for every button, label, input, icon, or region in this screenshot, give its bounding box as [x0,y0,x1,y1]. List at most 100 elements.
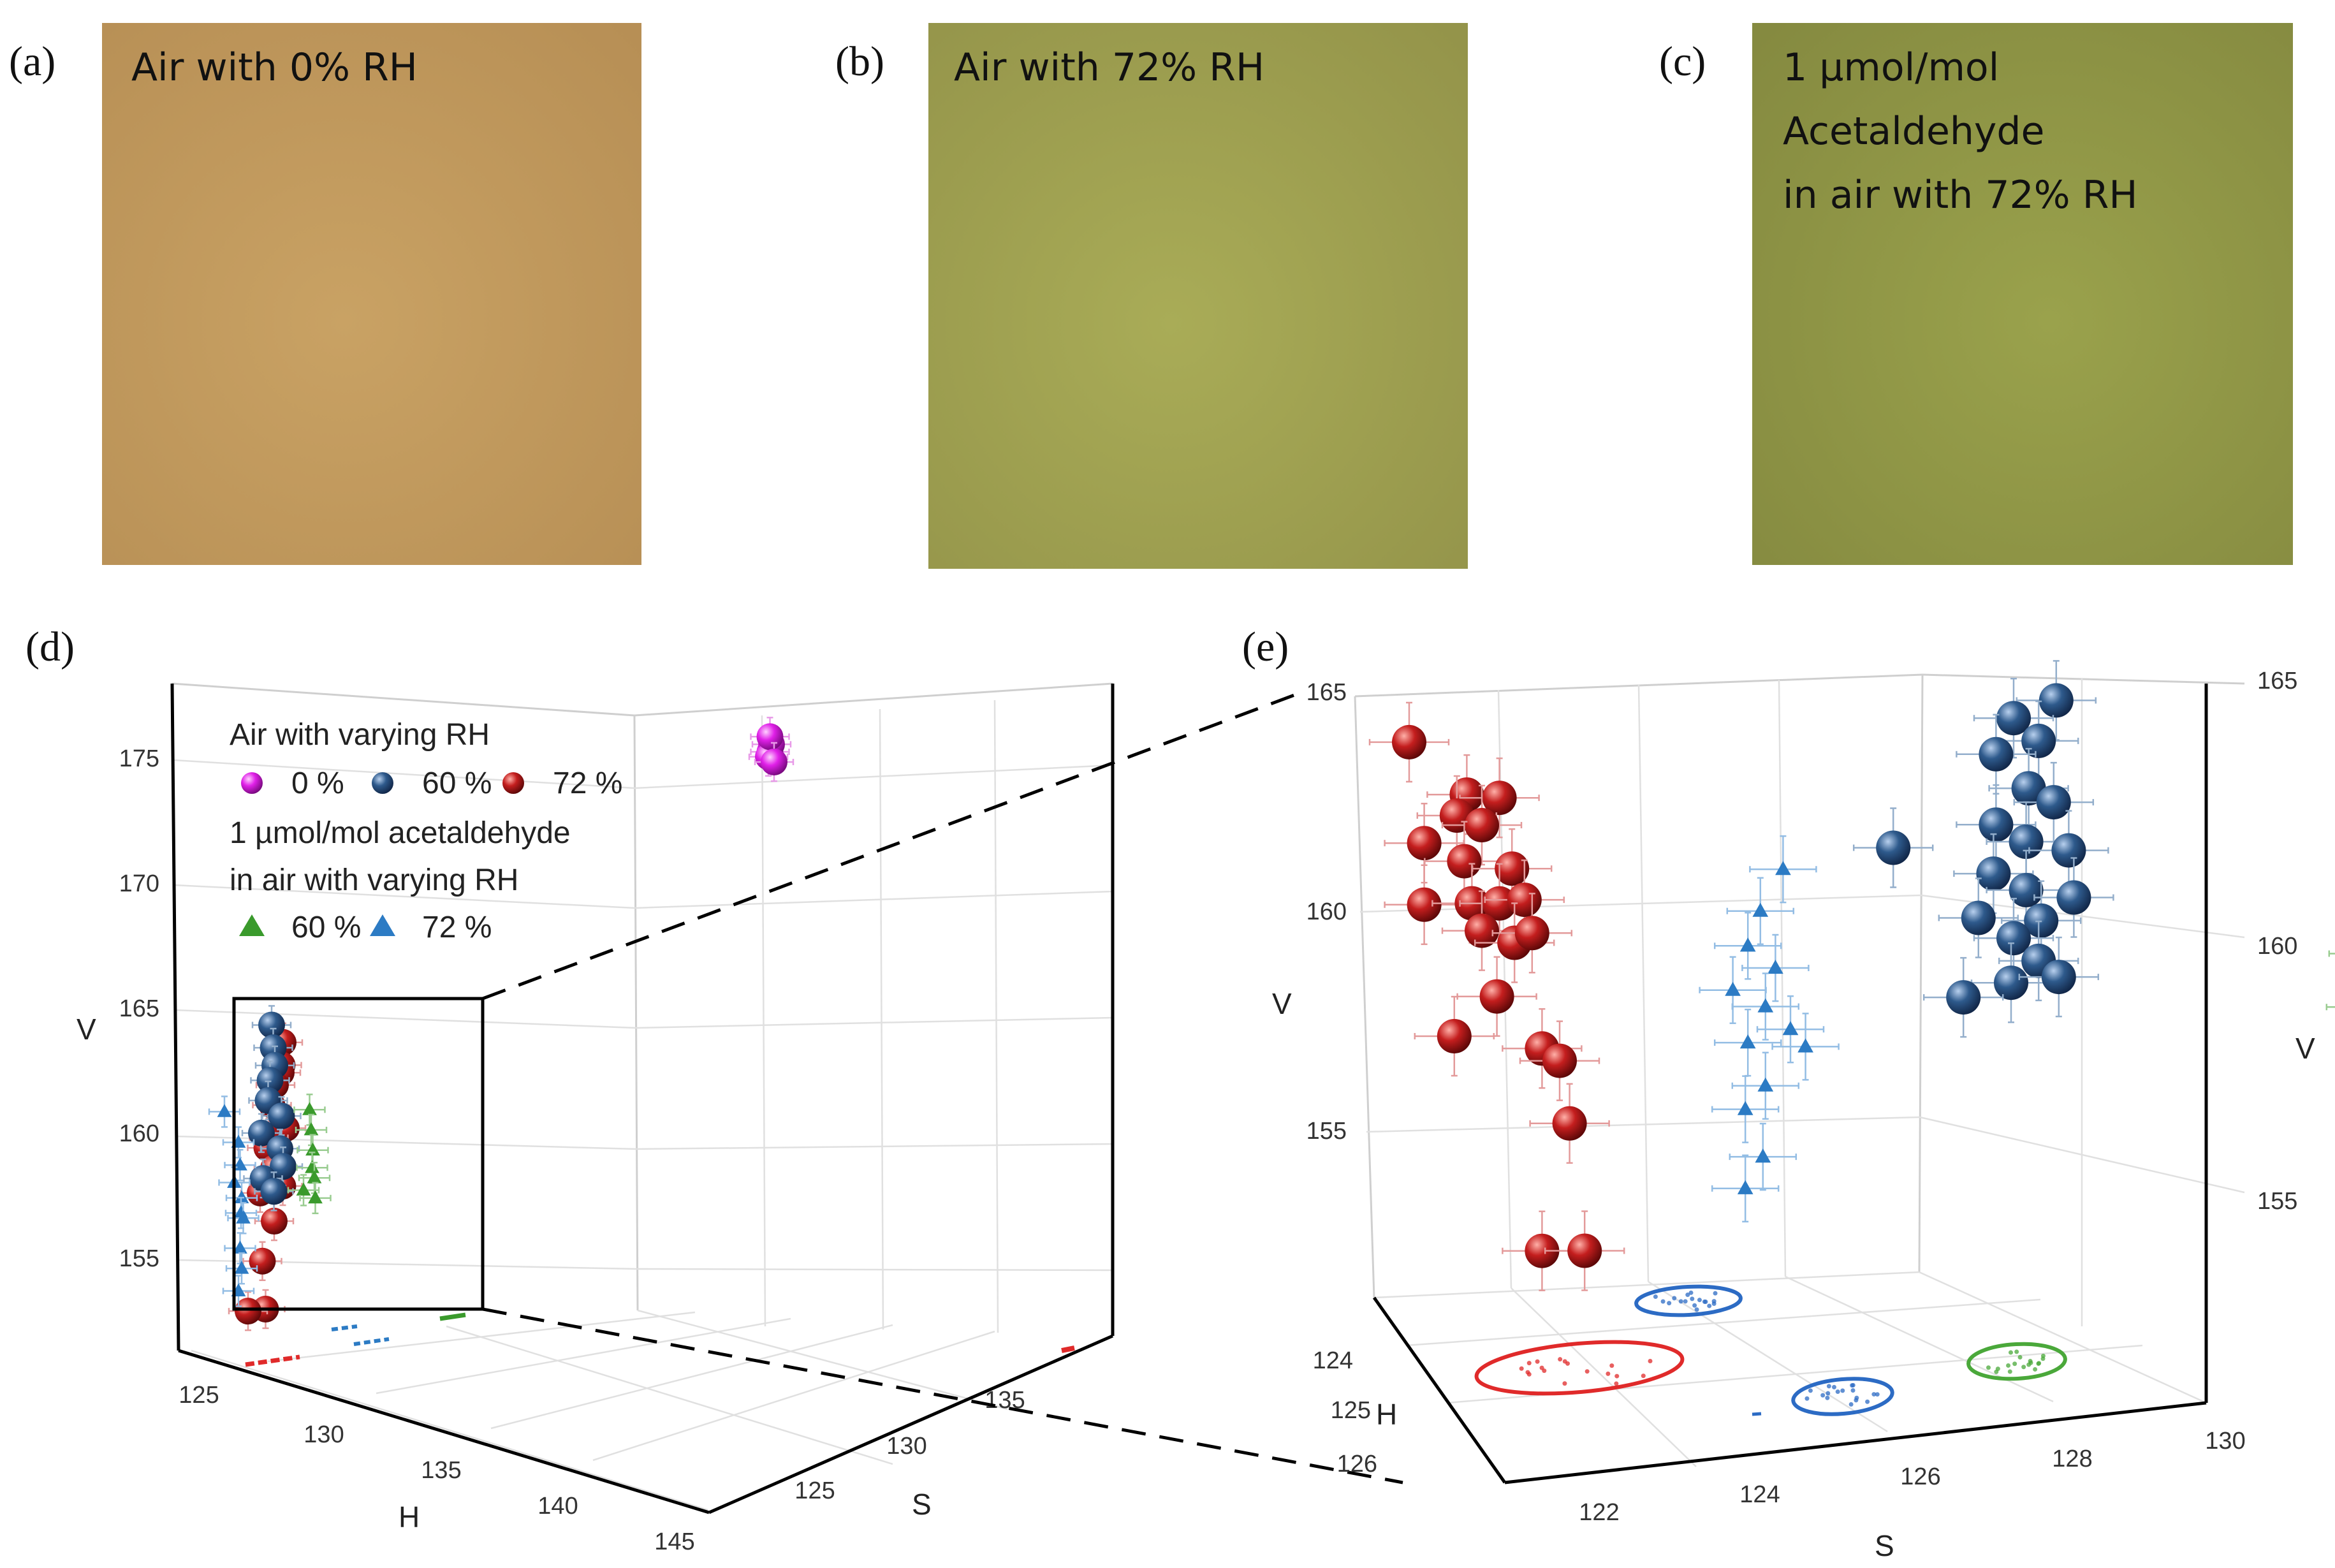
chart-e-point-0-2 [1459,757,1540,839]
chart-d-gridlines [170,682,1115,1514]
chart-e-z-right-tick-0: 155 [2257,1188,2297,1215]
chart-d-point-4-7 [224,1232,256,1264]
chart-d-x-tick-1: 130 [304,1421,344,1448]
chart-e-x-tick-4: 130 [2205,1428,2245,1454]
chart-e-point-0-8 [1384,864,1465,946]
chart-e-point-2-5 [2328,950,2335,957]
chart-d-y-tick-1: 130 [886,1433,926,1460]
chart-e-x-axis-label: S [1875,1529,1894,1562]
legend-entry-label-1-1: 72 % [422,911,492,944]
legend-entry-0-0: 0 % [241,766,344,800]
photo-c-caption-line-2: Acetaldehyde [1783,109,2044,154]
photo-b-swatch [928,23,1468,569]
legend-entry-1-0: 60 % [239,911,361,944]
chart-d-x-tick-2: 135 [421,1457,461,1484]
chart-d-y-axis-label: S [912,1488,932,1521]
chart-e-point-0-19 [1529,1083,1610,1164]
chart-d-point-1-14 [228,1291,268,1331]
chart-e-point-1-8 [2028,810,2109,891]
panel-a-letter: (a) [9,38,55,85]
legend-group-1-entries: 0 % 60 % 72 % [241,766,622,800]
chart-e-point-3-6 [1756,995,1825,1064]
chart-e-y-tick-1: 125 [1331,1397,1371,1424]
chart-d-z-axis-label: V [77,1013,96,1046]
chart-d-z-tick-2: 165 [119,995,159,1022]
legend-group-2-title-line-1: 1 µmol/mol acetaldehyde [230,816,571,850]
chart-e-point-3-10 [1711,1075,1780,1143]
panel-b-letter: (b) [835,38,884,85]
chart-e-point-3-3 [1741,934,1810,1002]
chart-d-point-3-5 [287,1174,320,1206]
chart-e-x-tick-2: 126 [1900,1463,1940,1490]
chart-d-y-tick-0: 125 [794,1477,835,1504]
chart-e-point-1-1 [1973,677,2054,759]
chart-e-z-left-tick-1: 160 [1307,898,1347,925]
chart-e-point-3-7 [1713,1008,1782,1077]
chart-d-z-tick-1: 160 [119,1120,159,1147]
legend-entry-1-1: 72 % [370,911,492,944]
panel-d: (d) [26,624,1403,1555]
panel-d-letter: (d) [26,624,75,670]
panel-e: (e) [1242,624,2335,1562]
legend-entry-0-2: 72 % [502,766,622,800]
chart-e-point-1-0 [2016,660,2097,741]
chart-d-data-marks [208,717,794,1331]
chart-d-x-tick-3: 140 [538,1493,578,1520]
photo-c-swatch [1752,23,2293,565]
chart-e-point-0-18 [1519,1020,1600,1101]
chart-e-point-1-9 [1852,807,1934,888]
chart-e-point-1-18 [2018,936,2100,1018]
chart-e-point-1-10 [1953,833,2034,914]
chart-d-point-4-9 [222,1275,255,1307]
legend-entry-label-1-0: 60 % [291,911,361,944]
chart-e-floor-cluster-1 [1634,1284,1743,1317]
chart-e-point-3-9 [1731,1051,1800,1120]
legend-entry-label-0-0: 0 % [291,766,344,800]
chart-e-y-tick-0: 124 [1313,1347,1353,1374]
chart-e-point-3-11 [1729,1122,1797,1191]
chart-e-point-0-21 [1544,1210,1625,1291]
legend-group-2-title-line-2: in air with varying RH [230,863,518,897]
panel-c: (c) 1 µmol/mol Acetaldehyde in air with … [1659,23,2293,565]
chart-d-x-tick-4: 145 [654,1528,694,1555]
chart-d-z-tick-3: 170 [119,870,159,897]
chart-e-z-right-tick-1: 160 [2257,933,2297,960]
chart-e-point-3-4 [1699,956,1767,1024]
chart-e-point-3-12 [1711,1154,1780,1223]
legend-entry-label-0-1: 60 % [422,766,492,800]
chart-e-point-1-3 [1956,714,2037,795]
chart-e-floor-cluster-2 [1791,1377,1894,1416]
chart-e-x-tick-3: 128 [2052,1446,2092,1472]
panel-c-letter: (c) [1659,38,1706,85]
zoom-connector-bottom [482,1307,1403,1484]
chart-d-point-3-6 [299,1182,332,1215]
chart-e-point-1-16 [1998,920,2079,1002]
chart-e-x-tick-1: 124 [1739,1481,1780,1508]
chart-e-z-axis-label-right: V [2295,1032,2315,1065]
legend-group-1-title: Air with varying RH [230,718,490,752]
zoom-box [232,997,485,1311]
chart-e-point-0-15 [1456,956,1537,1037]
photo-a-swatch [102,23,641,565]
chart-e-point-0-7 [1471,828,1553,909]
chart-e-x-tick-0: 122 [1579,1499,1619,1526]
legend-entry-label-0-2: 72 % [553,766,622,800]
chart-d-point-3-0 [293,1094,326,1126]
chart-e-floor-cluster-0 [1474,1340,1685,1396]
chart-e-data-marks [1368,660,2335,1291]
chart-e-z-left-tick-2: 165 [1307,679,1347,706]
chart-e-point-1-13 [1938,877,2019,958]
chart-e-point-0-4 [1441,784,1523,866]
chart-d-z-tick-0: 155 [119,1245,159,1272]
chart-d-legend: Air with varying RH 0 % 60 % 72 % 1 µmol/m… [230,718,622,944]
zoom-connector-top [482,693,1295,1000]
panel-a: (a) Air with 0% RH [9,23,641,565]
photo-c-caption-line-3: in air with 72% RH [1783,173,2138,217]
legend-entry-0-1: 60 % [372,766,492,800]
chart-d-x-tick-0: 125 [179,1382,219,1409]
chart-d-point-4-8 [225,1252,258,1285]
chart-d-point-0-4 [754,742,794,782]
chart-d-point-3-4 [298,1162,331,1194]
